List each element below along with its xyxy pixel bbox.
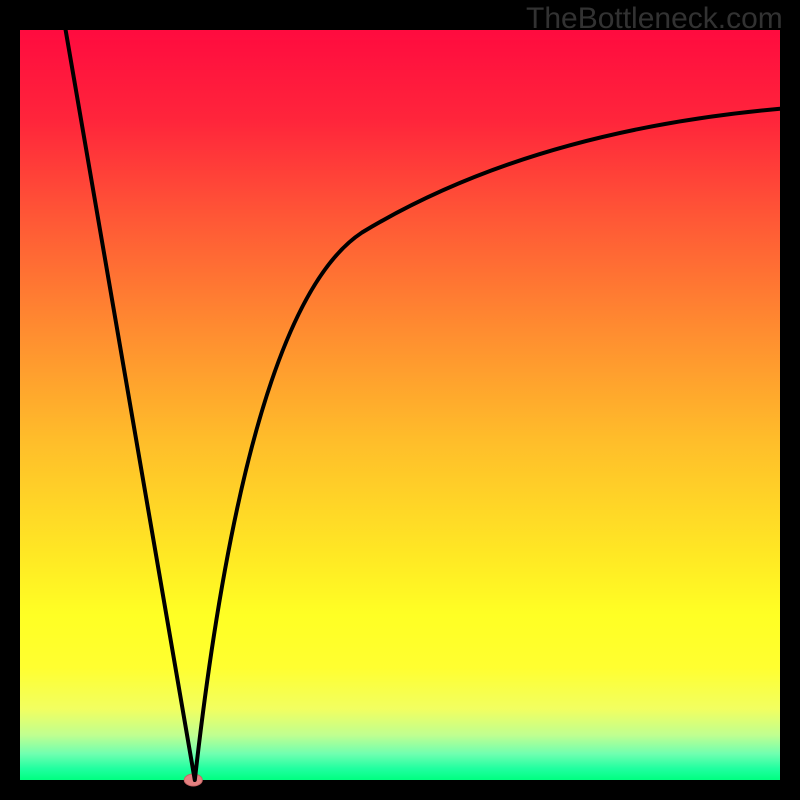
chart-svg [0, 0, 800, 800]
watermark-text: TheBottleneck.com [526, 2, 783, 36]
chart-container: TheBottleneck.com [0, 0, 800, 800]
gradient-background [20, 30, 780, 780]
